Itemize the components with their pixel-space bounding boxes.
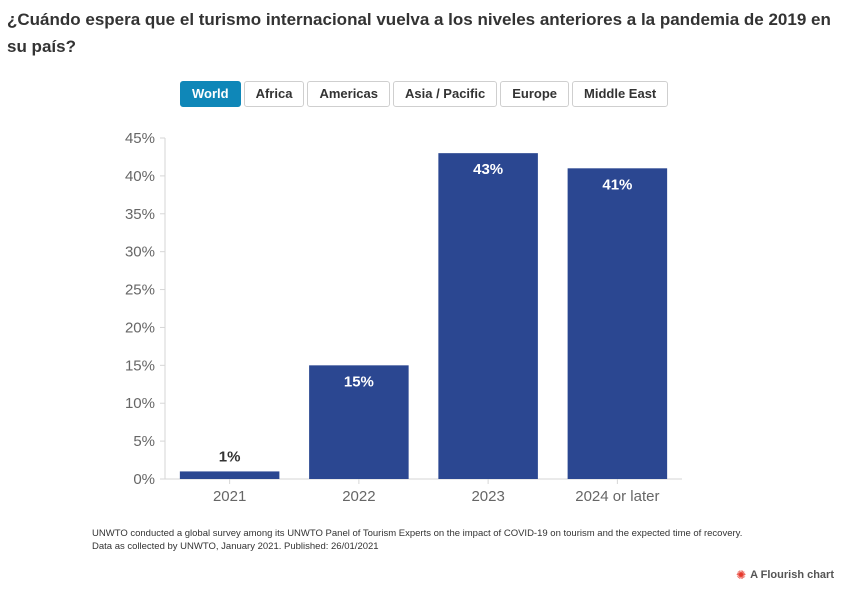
footnote-line-1: UNWTO conducted a global survey among it… (92, 528, 743, 539)
tab-middle-east[interactable]: Middle East (572, 81, 669, 107)
bar-2021 (179, 471, 280, 479)
x-tick-label: 2023 (471, 488, 504, 505)
data-label: 15% (344, 373, 374, 390)
tab-asia-pacific[interactable]: Asia / Pacific (393, 81, 498, 107)
bar-2024-or-later (567, 168, 668, 480)
y-tick-label: 35% (125, 206, 155, 223)
y-tick-label: 25% (125, 282, 155, 299)
data-label: 41% (602, 176, 632, 193)
y-tick-label: 10% (125, 395, 155, 412)
data-label: 43% (473, 161, 503, 178)
tab-world[interactable]: World (180, 81, 241, 107)
y-tick-label: 5% (133, 433, 155, 450)
footnote-line-2: Data as collected by UNWTO, January 2021… (92, 541, 379, 552)
chart-title: ¿Cuándo espera que el turismo internacio… (7, 10, 831, 56)
flourish-credit-label: A Flourish chart (750, 569, 834, 581)
x-tick-label: 2022 (342, 488, 375, 505)
bar-chart: 0% 5% 10% 15% 20% 25% 30% 35% 40% 45% 1% 2021 15% 202… (125, 130, 682, 505)
x-tick-label: 2021 (213, 488, 246, 505)
tab-europe[interactable]: Europe (500, 81, 570, 107)
y-tick-label: 40% (125, 168, 155, 185)
region-tabs: World Africa Americas Asia / Pacific Eur… (180, 81, 669, 107)
bar-2022 (309, 365, 409, 479)
footnote: UNWTO conducted a global survey among it… (92, 527, 812, 553)
data-label: 1% (219, 448, 241, 465)
y-tick-label: 20% (125, 319, 155, 336)
bar-2023 (438, 153, 538, 479)
tab-americas[interactable]: Americas (307, 81, 390, 107)
flourish-logo-icon: ✺ (736, 568, 747, 582)
y-tick-label: 15% (125, 357, 155, 374)
y-tick-label: 45% (125, 130, 155, 147)
y-tick-label: 30% (125, 244, 155, 261)
x-tick-label: 2024 or later (575, 488, 659, 505)
flourish-credit[interactable]: ✺ A Flourish chart (736, 568, 834, 582)
y-tick-label: 0% (133, 471, 155, 488)
tab-africa[interactable]: Africa (243, 81, 305, 107)
